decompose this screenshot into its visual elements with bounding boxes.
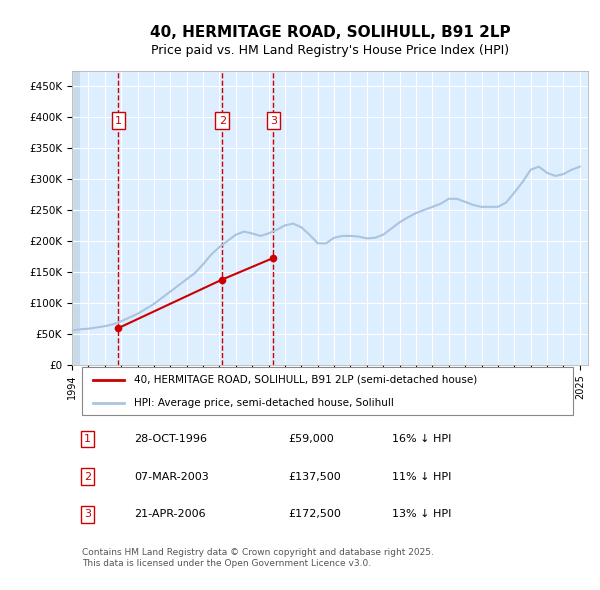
Text: Price paid vs. HM Land Registry's House Price Index (HPI): Price paid vs. HM Land Registry's House … — [151, 44, 509, 57]
Text: 07-MAR-2003: 07-MAR-2003 — [134, 472, 209, 481]
Text: 3: 3 — [84, 509, 91, 519]
Text: 2: 2 — [84, 472, 91, 481]
Text: 28-OCT-1996: 28-OCT-1996 — [134, 434, 207, 444]
Text: £137,500: £137,500 — [289, 472, 341, 481]
Text: 1: 1 — [115, 116, 122, 126]
Text: 3: 3 — [270, 116, 277, 126]
Point — [269, 253, 278, 263]
Text: 11% ↓ HPI: 11% ↓ HPI — [392, 472, 451, 481]
Text: 21-APR-2006: 21-APR-2006 — [134, 509, 206, 519]
Text: £59,000: £59,000 — [289, 434, 334, 444]
Text: 16% ↓ HPI: 16% ↓ HPI — [392, 434, 451, 444]
Point — [217, 275, 227, 284]
Bar — [72, 71, 80, 365]
Text: 2: 2 — [218, 116, 226, 126]
Text: 40, HERMITAGE ROAD, SOLIHULL, B91 2LP (semi-detached house): 40, HERMITAGE ROAD, SOLIHULL, B91 2LP (s… — [134, 375, 477, 385]
Text: £172,500: £172,500 — [289, 509, 341, 519]
FancyBboxPatch shape — [82, 367, 572, 415]
Text: Contains HM Land Registry data © Crown copyright and database right 2025.
This d: Contains HM Land Registry data © Crown c… — [82, 548, 434, 568]
Text: 13% ↓ HPI: 13% ↓ HPI — [392, 509, 451, 519]
Text: HPI: Average price, semi-detached house, Solihull: HPI: Average price, semi-detached house,… — [134, 398, 394, 408]
Point — [113, 323, 123, 333]
Text: 40, HERMITAGE ROAD, SOLIHULL, B91 2LP: 40, HERMITAGE ROAD, SOLIHULL, B91 2LP — [149, 25, 511, 40]
Text: 1: 1 — [84, 434, 91, 444]
